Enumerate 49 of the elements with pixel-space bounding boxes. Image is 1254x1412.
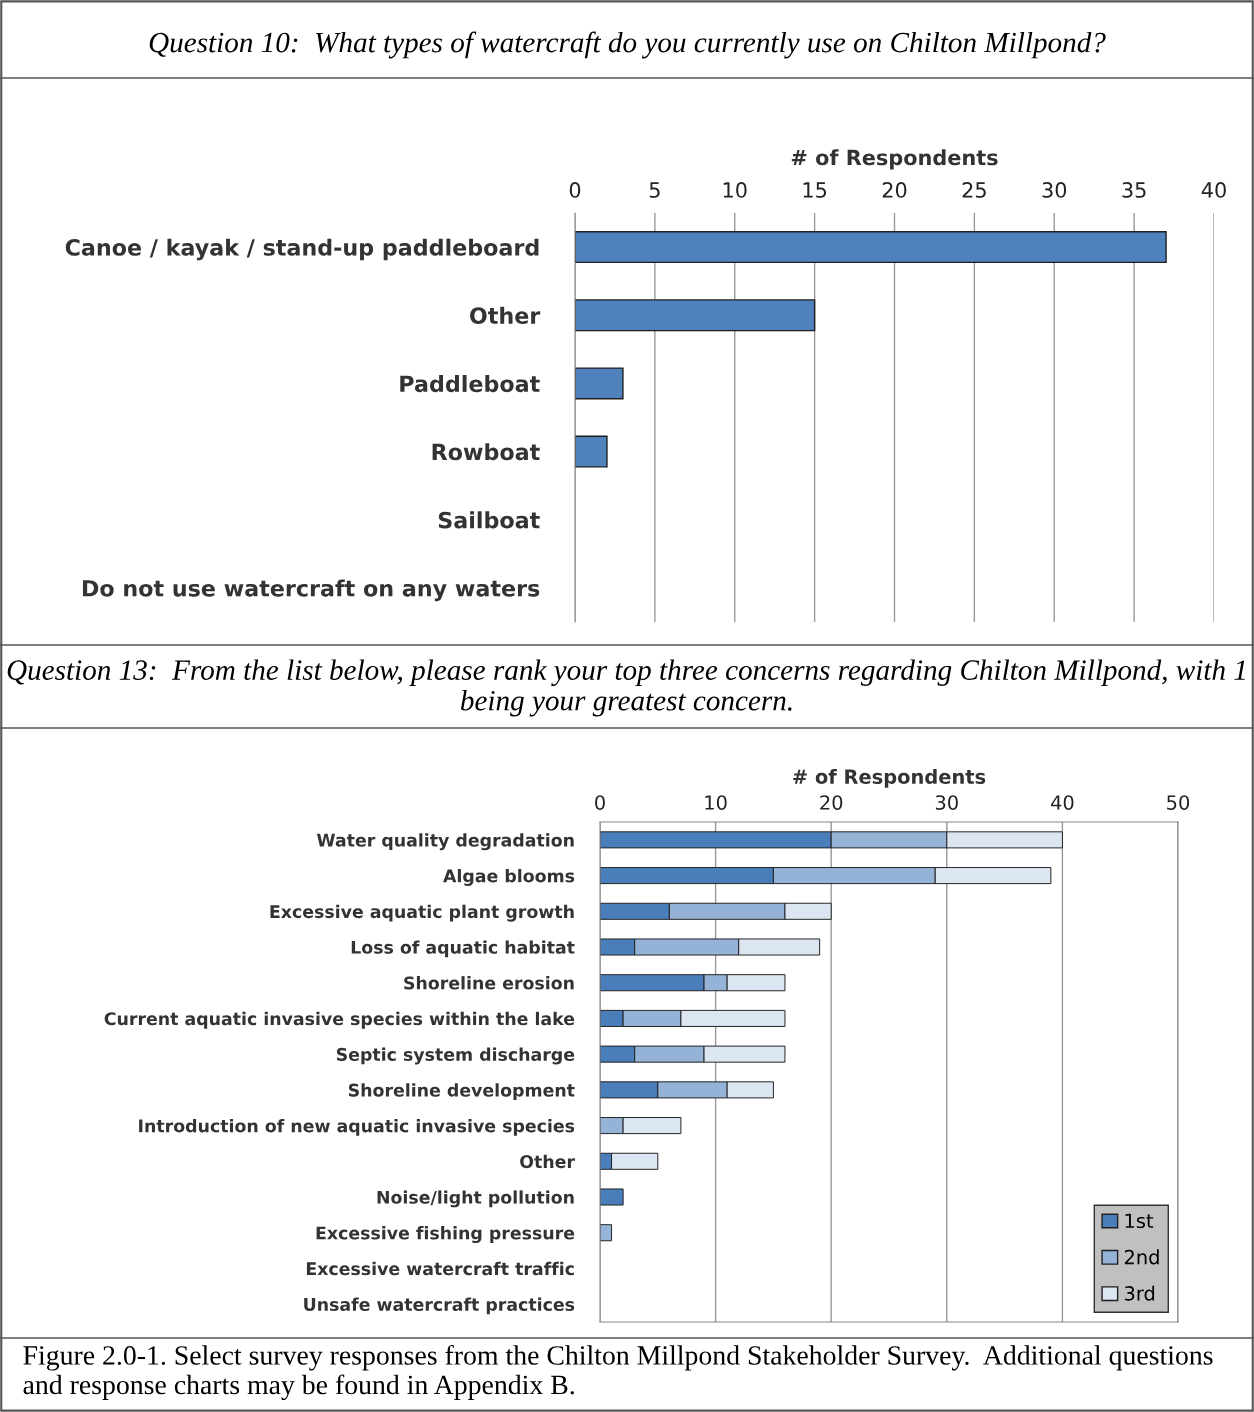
bar	[575, 367, 624, 400]
x-tick-label: 25	[962, 182, 986, 198]
x-tick-label: 40	[1201, 182, 1226, 198]
x-tick-label: 15	[803, 182, 827, 198]
y-tick-label: Water quality degradation	[316, 833, 574, 851]
y-tick-label: Other	[520, 1154, 575, 1169]
x-axis-title: # of Respondents	[791, 149, 998, 170]
y-tick-label: Shoreline erosion	[404, 976, 574, 990]
y-tick-label: Loss of aquatic habitat	[351, 940, 575, 958]
x-tick-label: 30	[935, 795, 958, 810]
x-tick-label: 10	[705, 795, 727, 810]
x-tick-label: 10	[723, 182, 747, 198]
bar	[575, 231, 1167, 264]
chart-title: Question 10: What types of watercraft do you currently use on Chilton Millpond?	[149, 31, 1106, 59]
y-tick-label: Canoe / kayak / stand-up paddleboard	[65, 238, 539, 261]
x-tick-label: 50	[1167, 795, 1190, 810]
legend-label: 2nd	[1124, 1249, 1159, 1265]
x-tick-label: 35	[1122, 182, 1146, 198]
caption: Figure 2.0-1. Select survey responses from the Chilton Millpond Stakeholder Survey. Additional questions and response charts may be found in Appendix B.	[23, 1345, 1213, 1401]
x-axis-title: # of Respondents	[793, 768, 986, 788]
bar	[600, 1224, 613, 1242]
x-tick-label: 5	[649, 182, 660, 198]
x-tick-label: 20	[820, 795, 843, 810]
bar	[575, 435, 608, 468]
y-tick-label: Paddleboat	[400, 374, 540, 393]
y-tick-label: Noise/light pollution	[377, 1190, 574, 1208]
bar	[575, 299, 816, 332]
y-tick-label: Shoreline development	[348, 1083, 575, 1101]
y-tick-label: Excessive fishing pressure	[316, 1226, 575, 1244]
y-tick-label: Rowboat	[432, 443, 540, 461]
legend-label: 3rd	[1124, 1285, 1155, 1301]
y-tick-label: Introduction of new aquatic invasive species	[139, 1118, 575, 1136]
x-tick-label: 40	[1050, 795, 1074, 810]
x-tick-label: 30	[1042, 182, 1067, 198]
y-tick-label: Other	[470, 306, 541, 325]
y-tick-label: Sailboat	[438, 511, 540, 529]
y-tick-label: Algae blooms	[443, 868, 575, 886]
y-tick-label: Septic system discharge	[336, 1047, 575, 1065]
x-tick-label: 20	[882, 182, 907, 198]
bar	[600, 1188, 624, 1206]
x-tick-label: 0	[569, 182, 581, 198]
y-tick-label: Excessive aquatic plant growth	[270, 904, 574, 922]
y-tick-label: Do not use watercraft on any waters	[82, 579, 540, 602]
chart-title: Question 13: From the list below, please rank your top three concerns regarding Chilton Millpond, with 1 being your greatest concern.	[7, 659, 1245, 717]
y-tick-label: Excessive watercraft traffic	[306, 1261, 574, 1276]
y-tick-label: Unsafe watercraft practices	[304, 1297, 575, 1315]
x-tick-label: 0	[595, 795, 605, 810]
legend-label: 1st	[1125, 1213, 1154, 1229]
y-tick-label: Current aquatic invasive species within the lake	[104, 1011, 575, 1029]
